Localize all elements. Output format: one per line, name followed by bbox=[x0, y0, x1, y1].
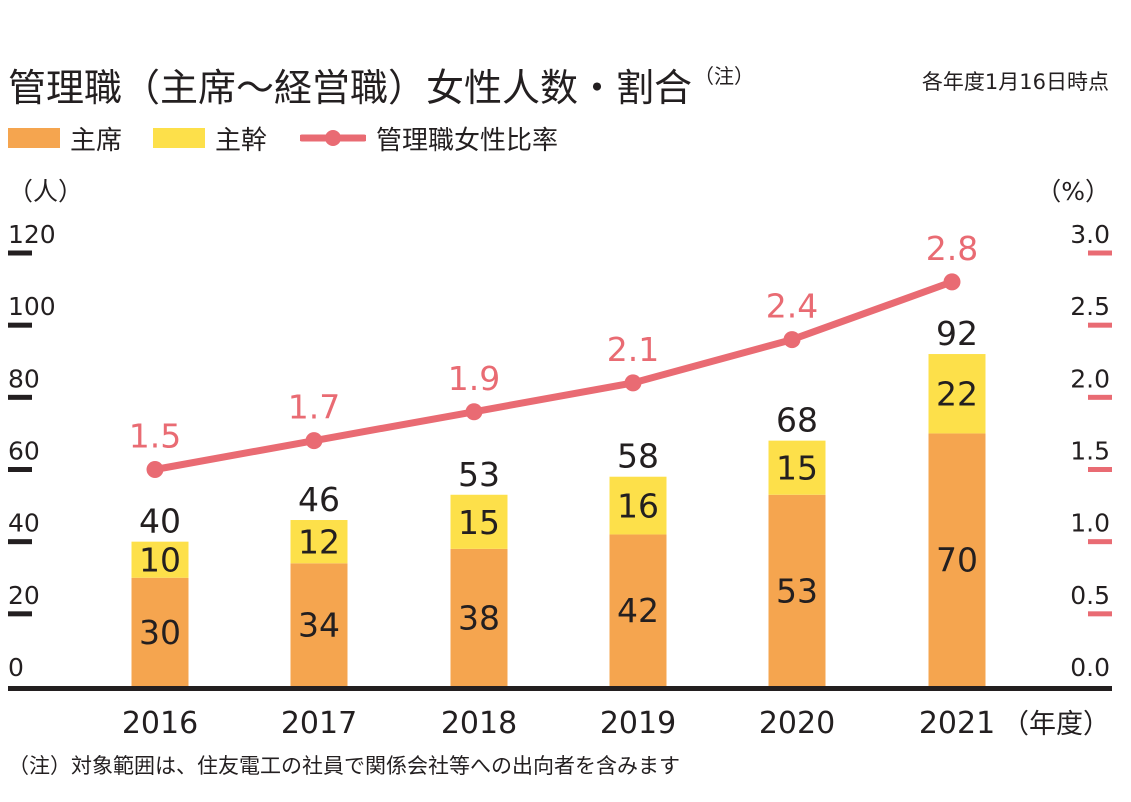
x-tick-label: 2018 bbox=[441, 706, 517, 741]
y-left-tick-label: 100 bbox=[8, 292, 56, 321]
bar-chief bbox=[131, 541, 189, 578]
bar-chief-value: 15 bbox=[776, 449, 818, 488]
as-of-date: 各年度1月16日時点 bbox=[921, 70, 1109, 94]
y-left-tick-label: 0 bbox=[8, 653, 24, 682]
legend-item-senior: 主席 bbox=[8, 118, 122, 158]
bar-chief bbox=[609, 476, 667, 535]
ratio-label: 2.1 bbox=[607, 330, 659, 369]
chart-title: 管理職（主席〜経営職）女性人数・割合 （注） bbox=[8, 52, 754, 112]
ratio-label: 2.4 bbox=[766, 287, 818, 326]
y-right-tick bbox=[1088, 539, 1112, 545]
bar-senior-value: 30 bbox=[139, 613, 181, 652]
x-tick-label: 2017 bbox=[281, 706, 357, 741]
y-right-tick-label: 2.0 bbox=[1070, 364, 1110, 393]
bar-senior-value: 70 bbox=[936, 541, 978, 580]
y-left-tick-label: 120 bbox=[8, 220, 56, 249]
x-axis-unit: （年度） bbox=[1002, 709, 1110, 740]
ratio-line bbox=[151, 278, 956, 473]
legend-swatch-chief bbox=[153, 128, 205, 148]
bar-senior-value: 34 bbox=[298, 606, 340, 645]
y-right-tick-label: 2.5 bbox=[1070, 292, 1110, 321]
y-left-tick bbox=[8, 250, 32, 256]
y-right-tick bbox=[1088, 611, 1112, 617]
legend-swatch-senior bbox=[8, 128, 60, 148]
bar-senior bbox=[450, 548, 508, 686]
ratio-label: 2.8 bbox=[926, 229, 978, 268]
x-tick-label: 2020 bbox=[759, 706, 835, 741]
y-right-unit: （%） bbox=[1036, 177, 1110, 206]
bar-senior-value: 38 bbox=[458, 598, 500, 637]
bar-total-value: 68 bbox=[776, 401, 818, 440]
bar-total-value: 92 bbox=[936, 314, 978, 353]
bar-chief bbox=[768, 440, 826, 495]
ratio-point bbox=[624, 374, 642, 392]
y-left-tick bbox=[8, 611, 32, 617]
bar-chief bbox=[290, 520, 348, 564]
ratio-label: 1.7 bbox=[288, 388, 340, 427]
legend-line-marker bbox=[300, 130, 366, 146]
legend-label-ratio: 管理職女性比率 bbox=[376, 125, 559, 156]
bar-senior bbox=[290, 563, 348, 686]
y-right-tick bbox=[1088, 467, 1112, 472]
y-left-unit: （人） bbox=[8, 177, 83, 206]
y-left-tick bbox=[8, 467, 32, 472]
ratio-point bbox=[146, 461, 164, 478]
y-left-tick-label: 40 bbox=[8, 509, 40, 538]
bar-total-value: 46 bbox=[298, 480, 340, 519]
bar-chief-value: 22 bbox=[936, 375, 978, 414]
y-right-tick-label: 0.0 bbox=[1070, 653, 1110, 682]
bar-senior-value: 42 bbox=[617, 591, 659, 630]
y-right-tick-label: 1.0 bbox=[1070, 509, 1110, 538]
bar-total-value: 58 bbox=[617, 437, 659, 476]
bar-chief bbox=[450, 494, 508, 549]
y-left-tick bbox=[8, 322, 32, 328]
y-left-tick bbox=[8, 394, 32, 400]
bar-chief bbox=[928, 354, 986, 434]
title-note-marker: （注） bbox=[694, 64, 755, 88]
x-tick-label: 2016 bbox=[122, 706, 198, 741]
y-left-tick-label: 80 bbox=[8, 364, 40, 393]
x-axis-line bbox=[8, 686, 1112, 691]
x-tick-label: 2021 bbox=[919, 706, 995, 741]
y-left-tick bbox=[8, 539, 32, 545]
ratio-label: 1.5 bbox=[129, 417, 181, 456]
ratio-point bbox=[943, 273, 961, 291]
bar-senior bbox=[768, 494, 826, 686]
y-right-tick-label: 0.5 bbox=[1070, 581, 1110, 610]
legend-label-chief: 主幹 bbox=[215, 125, 268, 156]
ratio-point bbox=[783, 331, 801, 349]
ratio-point bbox=[305, 432, 323, 450]
ratio-label: 1.9 bbox=[448, 359, 500, 398]
bar-senior bbox=[131, 577, 189, 686]
y-right-tick bbox=[1088, 322, 1112, 328]
y-right-tick-label: 1.5 bbox=[1070, 437, 1110, 466]
bar-senior bbox=[928, 433, 986, 686]
legend-item-ratio: 管理職女性比率 bbox=[300, 118, 558, 158]
bar-chief-value: 15 bbox=[458, 503, 500, 542]
ratio-point bbox=[465, 403, 483, 421]
x-tick-label: 2019 bbox=[600, 706, 676, 741]
y-left-tick-label: 20 bbox=[8, 581, 40, 610]
y-right-tick-label: 3.0 bbox=[1070, 220, 1110, 249]
y-right-tick bbox=[1088, 250, 1112, 256]
bar-total-value: 40 bbox=[139, 502, 181, 541]
bar-chief-value: 12 bbox=[298, 523, 340, 562]
y-left-tick-label: 60 bbox=[8, 437, 40, 466]
bar-total-value: 53 bbox=[458, 455, 500, 494]
legend-item-chief: 主幹 bbox=[153, 118, 267, 158]
bar-chief-value: 10 bbox=[139, 541, 181, 580]
bar-senior bbox=[609, 534, 667, 686]
bar-chief-value: 16 bbox=[617, 487, 659, 526]
footnote: （注）対象範囲は、住友電工の社員で関係会社等への出向者を含みます bbox=[8, 754, 680, 778]
legend-label-senior: 主席 bbox=[70, 125, 123, 156]
y-right-tick bbox=[1088, 394, 1112, 400]
chart-title-text: 管理職（主席〜経営職）女性人数・割合 bbox=[8, 66, 693, 110]
bar-senior-value: 53 bbox=[776, 571, 818, 610]
